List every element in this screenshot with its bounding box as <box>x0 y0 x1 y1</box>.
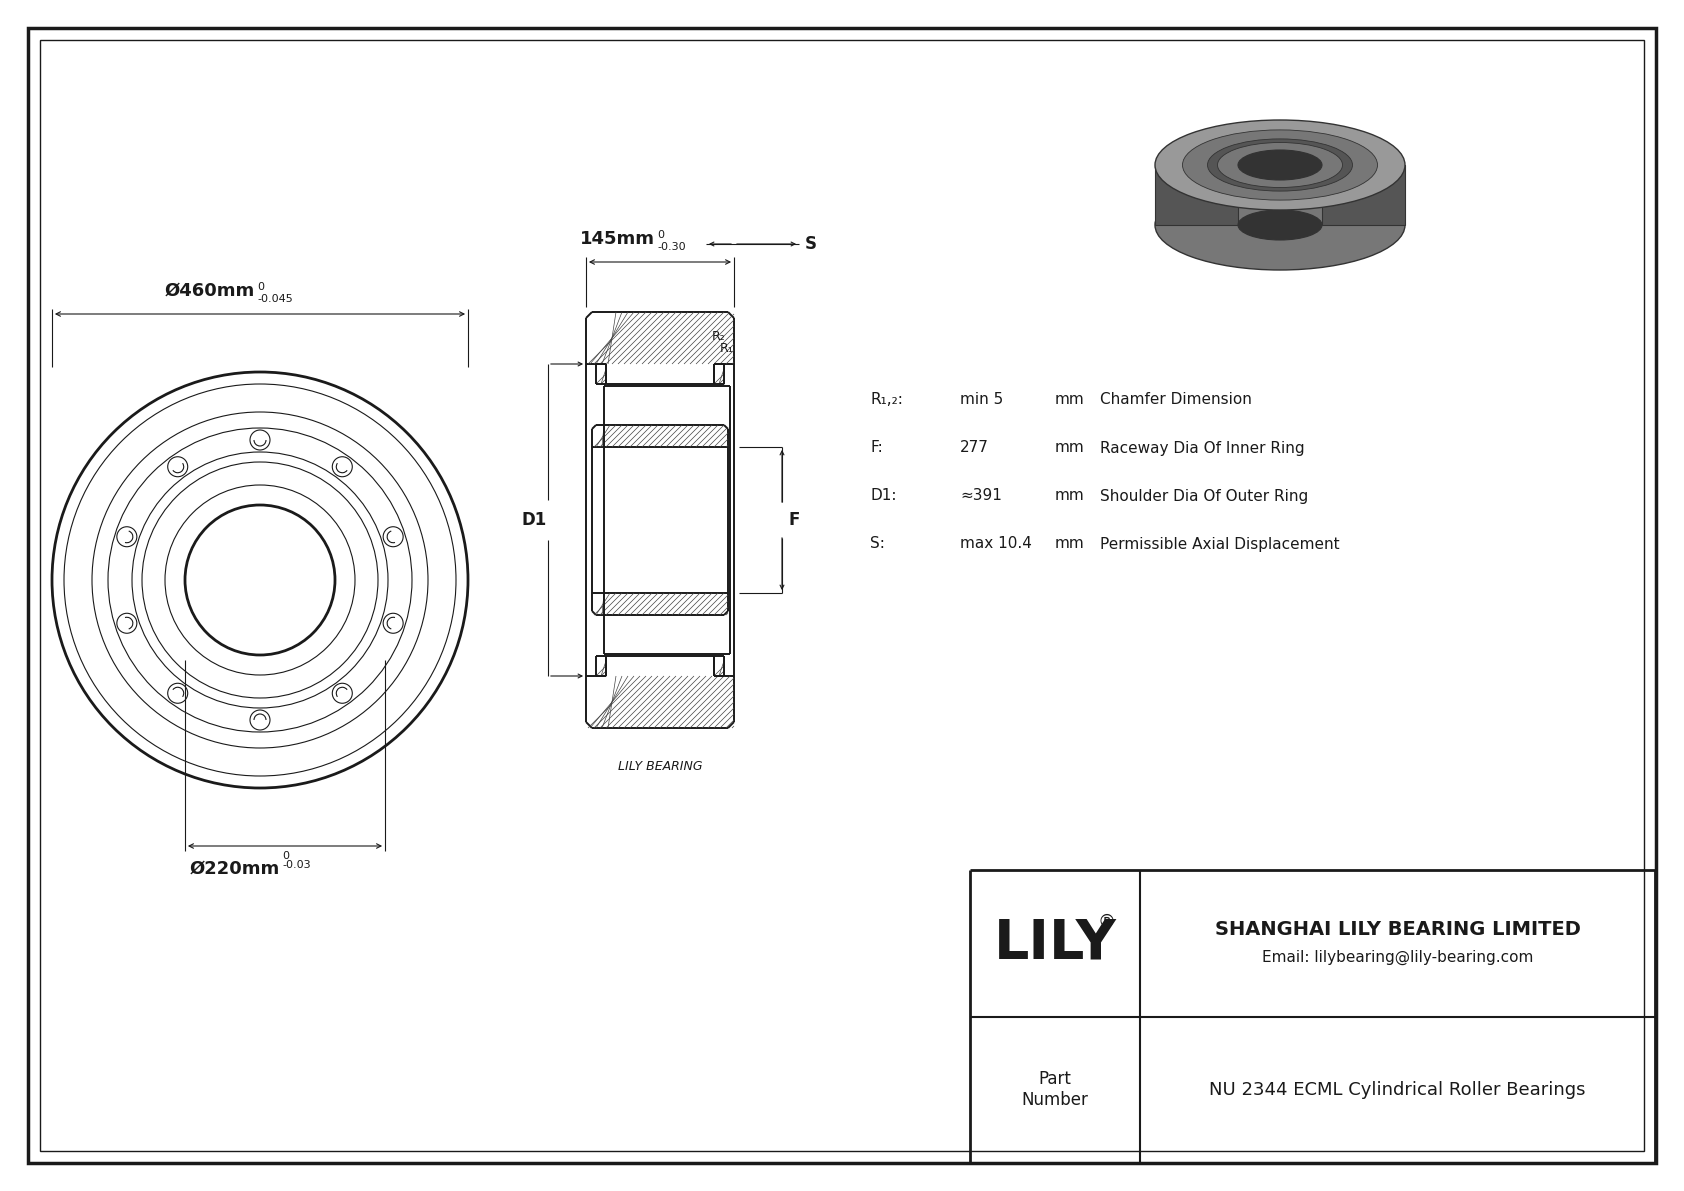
Text: ®: ® <box>1098 912 1116 930</box>
Text: D1: D1 <box>522 511 547 529</box>
Text: mm: mm <box>1054 488 1084 504</box>
Text: 145mm: 145mm <box>579 230 655 248</box>
Text: S:: S: <box>871 536 884 551</box>
Text: Shoulder Dia Of Outer Ring: Shoulder Dia Of Outer Ring <box>1100 488 1308 504</box>
Text: SHANGHAI LILY BEARING LIMITED: SHANGHAI LILY BEARING LIMITED <box>1214 919 1581 939</box>
Text: ≈391: ≈391 <box>960 488 1002 504</box>
Text: max 10.4: max 10.4 <box>960 536 1032 551</box>
Text: 0: 0 <box>258 282 264 292</box>
Text: NU 2344 ECML Cylindrical Roller Bearings: NU 2344 ECML Cylindrical Roller Bearings <box>1209 1080 1586 1099</box>
Polygon shape <box>1155 166 1238 225</box>
Text: F: F <box>788 511 800 529</box>
Text: F:: F: <box>871 441 882 455</box>
Ellipse shape <box>1155 120 1404 210</box>
Text: Part
Number: Part Number <box>1022 1071 1088 1109</box>
Polygon shape <box>1322 166 1404 225</box>
Text: Raceway Dia Of Inner Ring: Raceway Dia Of Inner Ring <box>1100 441 1305 455</box>
Text: Email: lilybearing@lily-bearing.com: Email: lilybearing@lily-bearing.com <box>1261 949 1532 965</box>
Ellipse shape <box>1218 143 1342 187</box>
Text: R₁,₂:: R₁,₂: <box>871 393 903 407</box>
Text: min 5: min 5 <box>960 393 1004 407</box>
Text: Ø460mm: Ø460mm <box>165 282 254 300</box>
Text: -0.30: -0.30 <box>657 242 685 252</box>
Text: Chamfer Dimension: Chamfer Dimension <box>1100 393 1251 407</box>
Text: LILY: LILY <box>994 916 1116 971</box>
Text: LILY BEARING: LILY BEARING <box>618 760 702 773</box>
Text: mm: mm <box>1054 536 1084 551</box>
Text: 277: 277 <box>960 441 989 455</box>
Ellipse shape <box>1182 130 1378 200</box>
Text: D1:: D1: <box>871 488 896 504</box>
Text: R₁: R₁ <box>721 342 734 355</box>
Text: Ø220mm: Ø220mm <box>190 860 280 878</box>
Ellipse shape <box>1155 180 1404 270</box>
Text: 0: 0 <box>281 852 290 861</box>
Text: S: S <box>805 235 817 252</box>
Text: -0.045: -0.045 <box>258 294 293 304</box>
Text: mm: mm <box>1054 393 1084 407</box>
Text: -0.03: -0.03 <box>281 860 310 869</box>
Text: Permissible Axial Displacement: Permissible Axial Displacement <box>1100 536 1340 551</box>
Ellipse shape <box>1238 210 1322 241</box>
Ellipse shape <box>1207 139 1352 191</box>
Text: 0: 0 <box>657 230 663 241</box>
Text: R₂: R₂ <box>712 330 726 343</box>
Ellipse shape <box>1238 150 1322 180</box>
Text: mm: mm <box>1054 441 1084 455</box>
